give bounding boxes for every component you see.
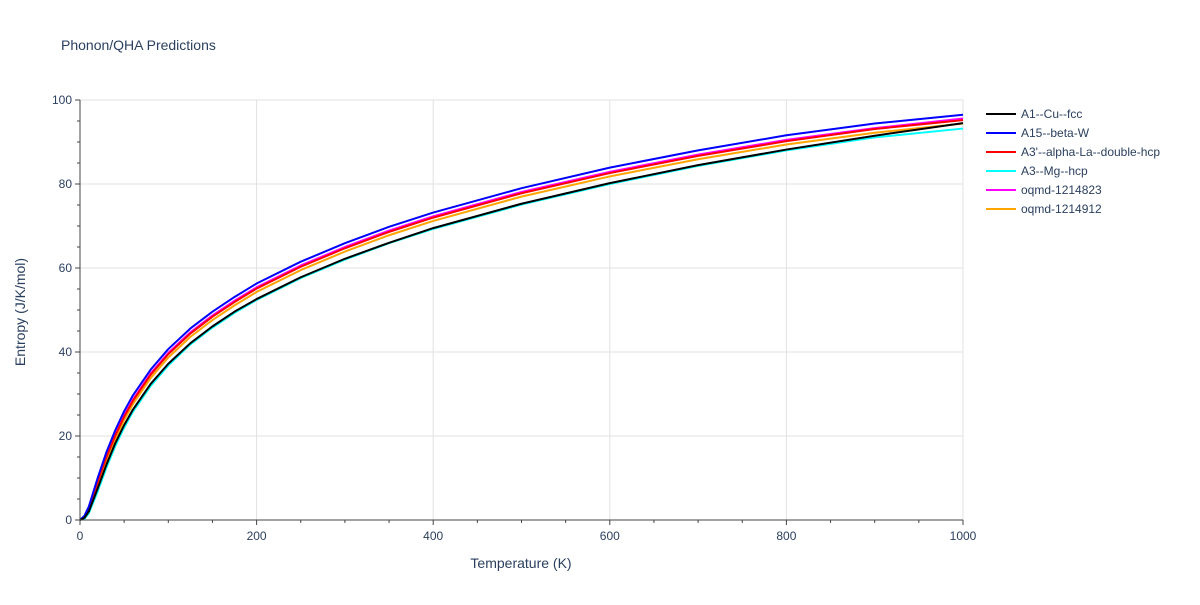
legend-label: oqmd-1214912 xyxy=(1021,202,1102,216)
legend-item[interactable]: A15--beta-W xyxy=(986,126,1090,140)
y-axis-title: Entropy (J/K/mol) xyxy=(12,258,28,366)
y-tick-label: 60 xyxy=(59,261,73,275)
legend-label: A3'--alpha-La--double-hcp xyxy=(1021,145,1160,159)
y-tick-label: 0 xyxy=(65,513,72,527)
legend-label: A1--Cu--fcc xyxy=(1021,107,1082,121)
legend-item[interactable]: A3--Mg--hcp xyxy=(986,164,1088,178)
x-tick-label: 200 xyxy=(247,529,267,543)
y-tick-label: 100 xyxy=(52,93,72,107)
y-tick-label: 80 xyxy=(59,177,73,191)
y-tick-label: 40 xyxy=(59,345,73,359)
x-tick-label: 0 xyxy=(77,529,84,543)
legend-item[interactable]: oqmd-1214823 xyxy=(986,183,1102,197)
legend-label: A15--beta-W xyxy=(1021,126,1090,140)
legend-label: oqmd-1214823 xyxy=(1021,183,1102,197)
axis-layer: 0 200 400 600 800 1000 0 20 40 60 80 100 xyxy=(52,93,977,543)
grid-layer xyxy=(80,99,964,520)
x-tick-label: 600 xyxy=(600,529,620,543)
legend-item[interactable]: A1--Cu--fcc xyxy=(986,107,1082,121)
series-layer xyxy=(79,113,964,521)
series-line xyxy=(79,119,964,521)
chart-title: Phonon/QHA Predictions xyxy=(61,37,216,53)
x-tick-label: 1000 xyxy=(950,529,977,543)
y-tick-label: 20 xyxy=(59,429,73,443)
x-tick-label: 800 xyxy=(776,529,796,543)
x-tick-label: 400 xyxy=(423,529,443,543)
legend: A1--Cu--fcc A15--beta-W A3'--alpha-La--dou… xyxy=(986,107,1160,216)
legend-label: A3--Mg--hcp xyxy=(1021,164,1088,178)
series-line xyxy=(79,122,964,521)
series-line xyxy=(79,113,964,521)
x-axis-title: Temperature (K) xyxy=(470,555,571,571)
legend-item[interactable]: A3'--alpha-La--double-hcp xyxy=(986,145,1160,159)
legend-item[interactable]: oqmd-1214912 xyxy=(986,202,1102,216)
series-line xyxy=(79,122,964,521)
